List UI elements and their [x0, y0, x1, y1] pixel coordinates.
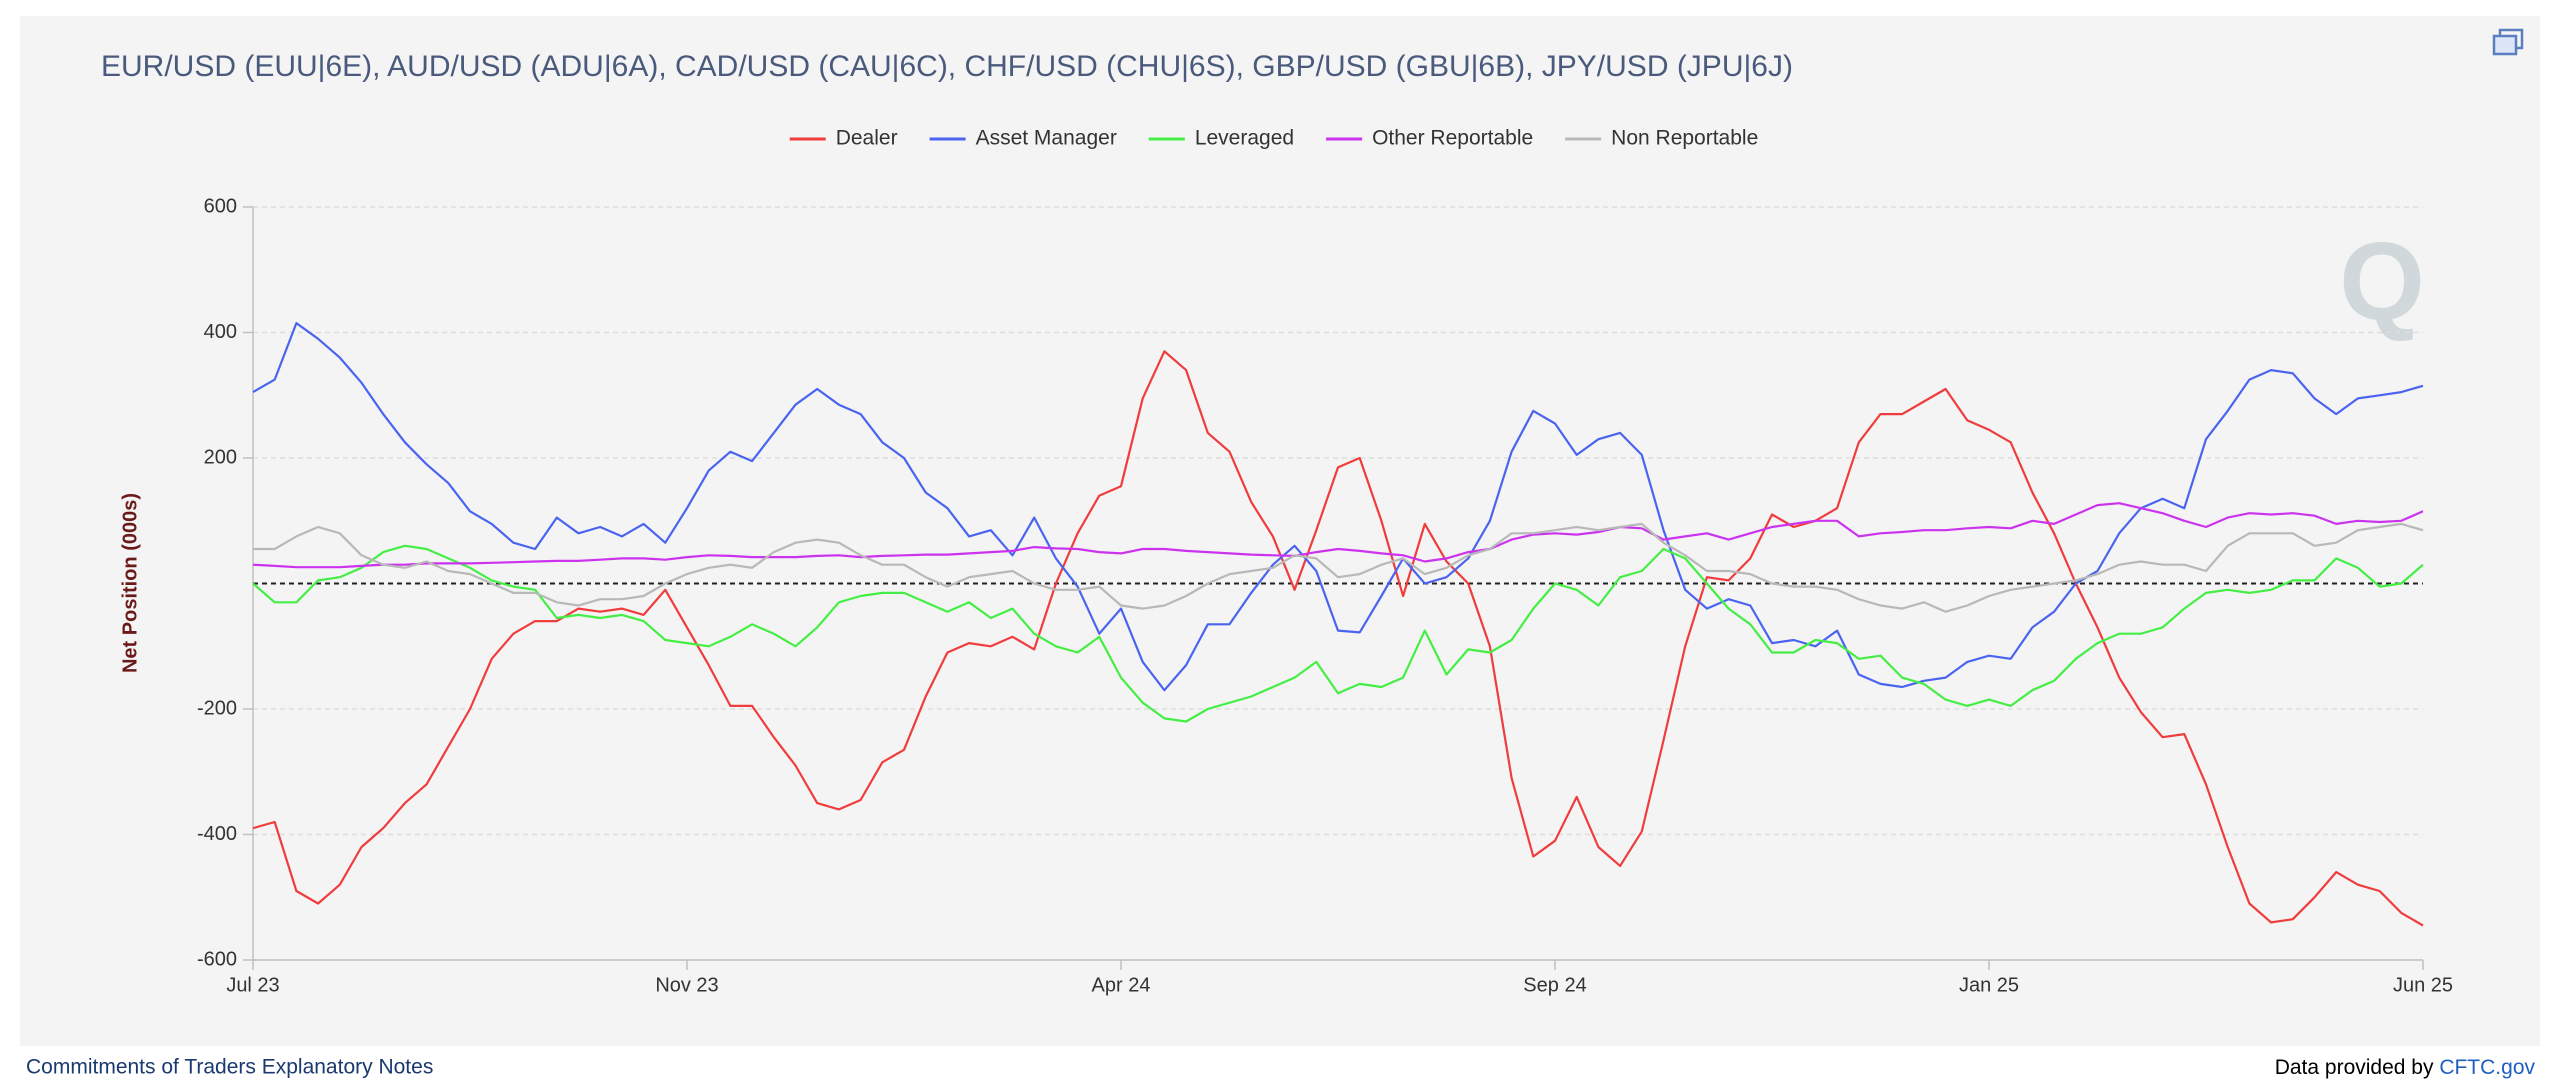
x-tick-label: Sep 24	[1523, 974, 1586, 996]
legend-label: Non Reportable	[1611, 127, 1758, 150]
series-line	[253, 522, 2424, 613]
x-tick-label: Apr 24	[1092, 974, 1151, 996]
x-tick-label: Jan 25	[1959, 974, 2019, 996]
series-line	[252, 350, 2424, 927]
y-tick-label: 200	[204, 446, 237, 468]
x-tick-label: Jun 25	[2393, 974, 2453, 996]
legend-label: Other Reportable	[1372, 127, 1533, 150]
y-tick-label: -200	[197, 697, 237, 719]
chart-title: EUR/USD (EUU|6E), AUD/USD (ADU|6A), CAD/…	[101, 50, 1793, 83]
legend-label: Leveraged	[1195, 127, 1294, 150]
y-tick-label: -600	[197, 948, 237, 970]
y-axis-title: Net Position (000s)	[119, 493, 141, 673]
legend-label: Dealer	[836, 127, 898, 150]
provider-text: Data provided by	[2275, 1056, 2440, 1079]
series-line	[252, 322, 2424, 692]
watermark: Q	[2339, 220, 2425, 343]
legend: Dealer Asset Manager Leveraged Other Report…	[789, 127, 1758, 150]
chart-panel	[20, 16, 2540, 1046]
legend-label: Asset Manager	[976, 127, 1117, 150]
provider-link[interactable]: CFTC.gov	[2439, 1056, 2535, 1079]
provider-credit: Data provided by CFTC.gov	[2275, 1056, 2536, 1079]
popout-icon[interactable]	[2492, 28, 2524, 56]
series-line	[252, 502, 2424, 569]
x-tick-label: Nov 23	[655, 974, 718, 996]
y-tick-label: 400	[204, 321, 237, 343]
x-tick-label: Jul 23	[226, 974, 279, 996]
series-line	[252, 544, 2424, 723]
y-tick-label: -400	[197, 823, 237, 845]
icon-front	[2492, 34, 2518, 56]
notes-link[interactable]: Commitments of Traders Explanatory Notes	[26, 1056, 433, 1079]
y-tick-label: 600	[204, 195, 237, 217]
